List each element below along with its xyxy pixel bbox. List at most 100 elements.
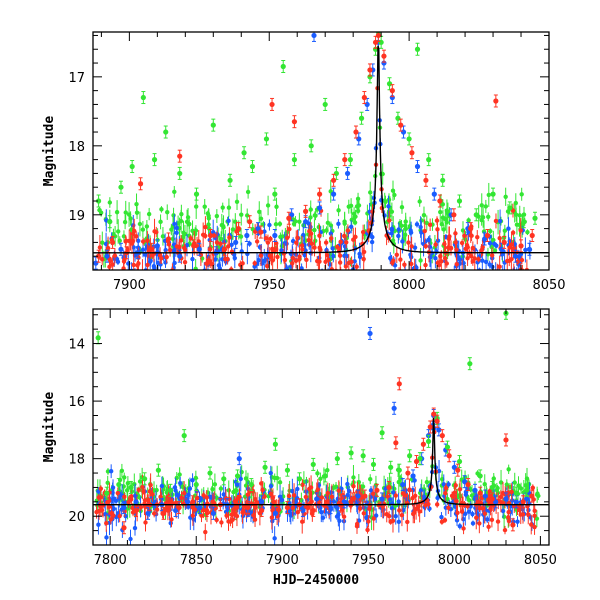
- data-point: [272, 191, 278, 197]
- data-point: [444, 444, 451, 450]
- data-cloud-red: [97, 86, 530, 296]
- data-point: [511, 247, 516, 253]
- data-point: [218, 241, 223, 247]
- data-point: [451, 212, 457, 218]
- data-point: [163, 129, 169, 135]
- model-curve: [93, 417, 549, 506]
- data-point: [364, 101, 370, 108]
- data-point: [407, 223, 413, 229]
- data-point: [372, 496, 378, 502]
- data-point: [225, 256, 230, 262]
- data-point: [412, 268, 417, 270]
- data-point: [291, 119, 298, 125]
- data-point: [309, 499, 314, 504]
- data-point: [470, 511, 475, 517]
- data-point: [324, 247, 329, 253]
- data-point: [252, 261, 257, 266]
- data-point: [520, 499, 526, 505]
- data-point: [530, 485, 536, 490]
- data-point: [512, 273, 516, 277]
- data-point: [296, 476, 303, 482]
- data-point: [467, 361, 473, 367]
- data-point: [438, 209, 443, 215]
- data-point: [461, 526, 466, 531]
- data-point: [360, 484, 366, 489]
- data-point: [145, 238, 150, 243]
- data-point: [488, 506, 493, 511]
- data-point: [179, 211, 184, 217]
- data-point: [230, 227, 236, 232]
- data-point: [484, 232, 491, 239]
- data-point: [519, 257, 525, 263]
- data-point: [417, 509, 422, 514]
- data-point: [265, 240, 271, 245]
- data-point: [148, 258, 153, 263]
- data-point: [482, 511, 488, 516]
- series-red: [121, 377, 535, 535]
- data-point: [524, 476, 530, 481]
- data-point: [94, 509, 99, 515]
- data-point: [252, 517, 258, 522]
- data-point: [424, 479, 430, 485]
- data-point: [303, 208, 309, 214]
- data-point: [284, 270, 288, 274]
- data-point: [515, 273, 519, 277]
- data-point: [290, 255, 296, 261]
- data-point: [194, 495, 200, 501]
- data-point: [465, 255, 470, 261]
- data-point: [158, 494, 163, 499]
- top-panel: 7900 7950 8000 8050 17 18 19 Magnitude: [42, 31, 566, 296]
- data-point: [512, 480, 517, 485]
- data-point: [167, 487, 174, 493]
- data-point: [391, 490, 396, 495]
- data-point: [233, 239, 239, 246]
- data-point: [498, 246, 505, 252]
- data-point: [400, 239, 405, 244]
- data-point: [386, 197, 392, 202]
- data-point: [226, 205, 232, 210]
- data-point: [155, 467, 161, 473]
- data-point: [160, 234, 166, 239]
- data-point: [136, 487, 141, 493]
- data-point: [505, 258, 510, 264]
- y-tick-label: 17: [68, 71, 85, 86]
- data-point: [398, 122, 404, 128]
- data-point: [365, 527, 370, 533]
- data-point: [196, 246, 202, 252]
- data-point: [109, 239, 116, 246]
- data-point: [174, 244, 180, 249]
- data-point: [410, 473, 416, 479]
- data-point: [172, 291, 176, 295]
- data-point: [366, 519, 371, 524]
- data-point: [137, 221, 143, 227]
- data-point: [368, 190, 373, 195]
- data-point: [192, 507, 198, 512]
- data-point: [417, 456, 423, 462]
- data-point: [123, 210, 128, 215]
- data-point: [436, 427, 442, 433]
- data-point: [326, 292, 330, 296]
- y-tick-label: 19: [68, 209, 85, 224]
- data-point: [289, 212, 295, 218]
- data-point: [282, 257, 288, 263]
- data-point: [219, 222, 225, 228]
- data-point: [466, 497, 472, 503]
- data-point: [168, 499, 173, 504]
- data-point: [443, 271, 447, 275]
- data-point: [203, 529, 208, 535]
- data-point: [331, 499, 337, 504]
- data-point: [286, 271, 290, 275]
- data-point: [495, 272, 499, 276]
- data-point: [433, 255, 438, 261]
- data-point: [97, 207, 102, 213]
- data-point: [323, 259, 328, 265]
- data-point: [322, 473, 328, 479]
- data-point: [253, 497, 258, 502]
- data-point: [245, 213, 250, 218]
- data-point: [300, 519, 305, 524]
- data-point: [95, 335, 101, 341]
- data-point: [177, 472, 182, 477]
- data-point: [507, 484, 513, 490]
- data-point: [362, 493, 368, 499]
- data-point: [308, 215, 313, 220]
